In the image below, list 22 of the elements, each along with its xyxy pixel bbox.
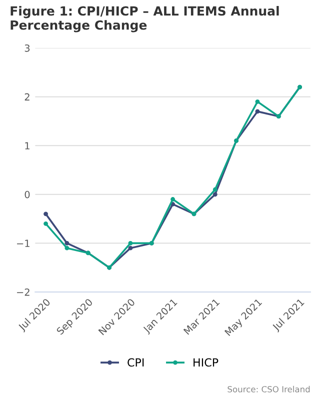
point bbox=[255, 99, 260, 104]
y-tick-label: −2 bbox=[17, 288, 30, 296]
source-note: Source: CSO Ireland bbox=[228, 386, 310, 392]
point bbox=[128, 246, 133, 250]
y-tick-label: −1 bbox=[17, 240, 30, 247]
y-tick-label: 2 bbox=[24, 93, 30, 100]
y-tick-label: 0 bbox=[24, 190, 30, 198]
point bbox=[64, 246, 70, 250]
chart-title: Figure 1: CPI/HICP – ALL ITEMS Annual Percentage Change bbox=[10, 6, 279, 32]
point bbox=[170, 197, 176, 202]
point bbox=[170, 202, 176, 206]
legend-label: HICP bbox=[194, 358, 218, 367]
point bbox=[44, 212, 48, 216]
point bbox=[44, 221, 48, 226]
point bbox=[212, 187, 218, 192]
point bbox=[128, 240, 133, 246]
point bbox=[64, 240, 70, 246]
y-tick-label: 3 bbox=[24, 44, 30, 52]
point bbox=[255, 109, 260, 114]
point bbox=[212, 192, 218, 197]
legend-label: CPI bbox=[128, 358, 144, 367]
y-tick-label: 1 bbox=[25, 142, 30, 150]
